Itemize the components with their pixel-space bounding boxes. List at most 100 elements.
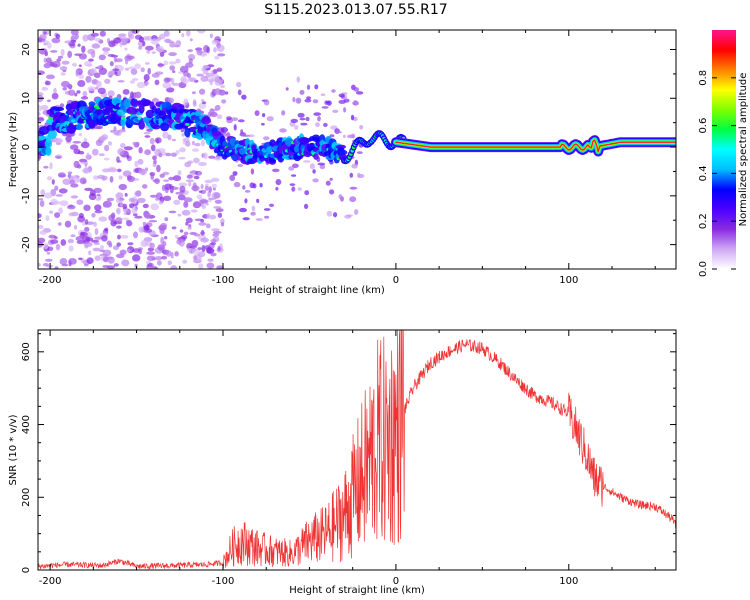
spectrogram-noise-blob: [338, 194, 343, 199]
spectrogram-noise-blob: [55, 33, 61, 39]
spectrogram-noise-blob: [304, 190, 310, 196]
spectrogram-noise-blob: [130, 68, 138, 75]
spectrogram-noise-blob: [349, 196, 357, 203]
spectrogram-noise-blob: [237, 89, 242, 96]
spectrogram-noise-blob: [213, 206, 222, 209]
spectrogram-noise-blob: [132, 141, 138, 146]
spectrogram-noise-blob: [168, 97, 174, 104]
spectrogram-noise-blob: [242, 217, 250, 221]
spectrogram-noise-blob: [266, 116, 274, 122]
spectrogram-noise-blob: [62, 87, 67, 91]
spectrogram-noise-blob: [182, 78, 189, 84]
spectrogram-x-axis-label: Height of straight line (km): [249, 285, 385, 296]
spectrogram-noise-blob: [177, 170, 182, 176]
spectrogram-noise-blob: [45, 80, 51, 86]
spectrogram-noise-blob: [188, 181, 192, 187]
spectrogram-noise-blob: [148, 262, 153, 266]
snr-chart: -200 -100 0 100 0 200 400 600 Height of straigh…: [8, 329, 677, 596]
spectrogram-noise-blob: [143, 131, 151, 135]
spectrogram-noise-blob: [96, 193, 101, 197]
spectrogram-noise-blob: [194, 142, 201, 147]
spectrogram-noise-blob: [78, 74, 85, 79]
spectrogram-noise-blob: [93, 187, 102, 193]
spectrogram-noise-blob: [170, 77, 175, 85]
spectrogram-noise-blob: [38, 117, 45, 122]
spectrogram-noise-blob: [76, 199, 84, 205]
spectrogram-noise-blob: [189, 38, 193, 42]
spectrogram-noise-blob: [68, 258, 77, 265]
spectrogram-band-blob: [178, 104, 185, 110]
spectrogram-noise-blob: [193, 175, 200, 180]
spectrogram-noise-blob: [134, 160, 139, 168]
spectrogram-noise-blob: [221, 99, 227, 104]
spectrogram-noise-blob: [48, 234, 57, 239]
spectrogram-noise-blob: [192, 201, 201, 209]
spectrogram-noise-blob: [110, 219, 117, 227]
spectrogram-noise-blob: [77, 150, 85, 155]
spectrogram-noise-blob: [60, 239, 67, 246]
spectrogram-y-axis-label: Frequency (Hz): [8, 112, 19, 188]
spectrogram-noise-blob: [150, 38, 159, 45]
spectrogram-noise-blob: [54, 266, 59, 269]
spectrogram-noise-blob: [183, 98, 188, 106]
spectrogram-noise-blob: [72, 141, 82, 144]
spectrogram-noise-blob: [244, 190, 251, 193]
spectrogram-band-blob: [277, 153, 285, 163]
spectrogram-noise-blob: [70, 144, 79, 150]
spectrogram-noise-blob: [120, 143, 126, 148]
spectrogram-noise-blob: [171, 138, 176, 142]
spectrogram-noise-blob: [157, 62, 164, 68]
spectrogram-noise-blob: [193, 157, 200, 164]
spectrogram-noise-blob: [121, 37, 129, 42]
spectrogram-noise-blob: [142, 225, 150, 231]
spectrogram-noise-blob: [102, 168, 111, 173]
spectrogram-noise-blob: [98, 65, 103, 70]
spectrogram-noise-blob: [144, 135, 151, 138]
spectrogram-noise-blob: [80, 141, 90, 149]
spectrogram-noise-blob: [300, 122, 308, 126]
spectrogram-band-blob: [152, 124, 161, 130]
spectrogram-noise-blob: [173, 45, 180, 48]
spectrogram-noise-blob: [40, 104, 49, 111]
spectrogram-noise-blob: [183, 201, 189, 208]
spectrogram-noise-blob: [188, 77, 197, 82]
spectrogram-noise-blob: [45, 258, 53, 262]
spectrogram-noise-blob: [129, 80, 135, 84]
spectrogram-noise-blob: [242, 134, 251, 137]
spectrogram-noise-blob: [332, 109, 339, 114]
spectrogram-noise-blob: [353, 87, 360, 92]
snr-ticks: -200 -100 0 100 0 200 400 600: [21, 330, 676, 587]
spectrogram-noise-blob: [50, 198, 58, 205]
spectrogram-noise-blob: [161, 255, 168, 260]
spectrogram-noise-blob: [41, 86, 49, 91]
spectrogram-noise-blob: [67, 238, 74, 244]
spectrogram-noise-blob: [187, 49, 193, 53]
spectrogram-noise-blob: [98, 54, 106, 61]
spectrogram-noise-blob: [70, 39, 77, 43]
spectrogram-y-tick-label: 10: [21, 92, 32, 105]
spectrogram-noise-blob: [297, 187, 302, 191]
spectrogram-noise-blob: [54, 185, 59, 191]
spectrogram-noise-blob: [159, 228, 165, 235]
spectrogram-noise-blob: [192, 100, 197, 107]
spectrogram-noise-blob: [181, 209, 191, 216]
spectrogram-noise-blob: [69, 175, 78, 181]
spectrogram-noise-blob: [185, 222, 189, 226]
spectrogram-noise-blob: [317, 162, 326, 166]
spectrogram-noise-blob: [146, 266, 155, 269]
spectrogram-noise-blob: [154, 178, 161, 185]
spectrogram-noise-blob: [216, 114, 223, 120]
spectrogram-noise-blob: [313, 112, 322, 116]
spectrogram-noise-blob: [241, 94, 247, 100]
spectrogram-noise-blob: [168, 176, 175, 181]
spectrogram-noise-blob: [159, 173, 165, 178]
spectrogram-noise-blob: [166, 87, 175, 93]
spectrogram-noise-blob: [186, 174, 193, 179]
spectrogram-noise-blob: [356, 151, 363, 155]
spectrogram-noise-blob: [97, 174, 106, 180]
spectrogram-noise-blob: [82, 167, 91, 174]
spectrogram-noise-blob: [118, 33, 127, 38]
spectrogram-noise-blob: [108, 168, 118, 173]
spectrogram-noise-blob: [106, 197, 115, 202]
